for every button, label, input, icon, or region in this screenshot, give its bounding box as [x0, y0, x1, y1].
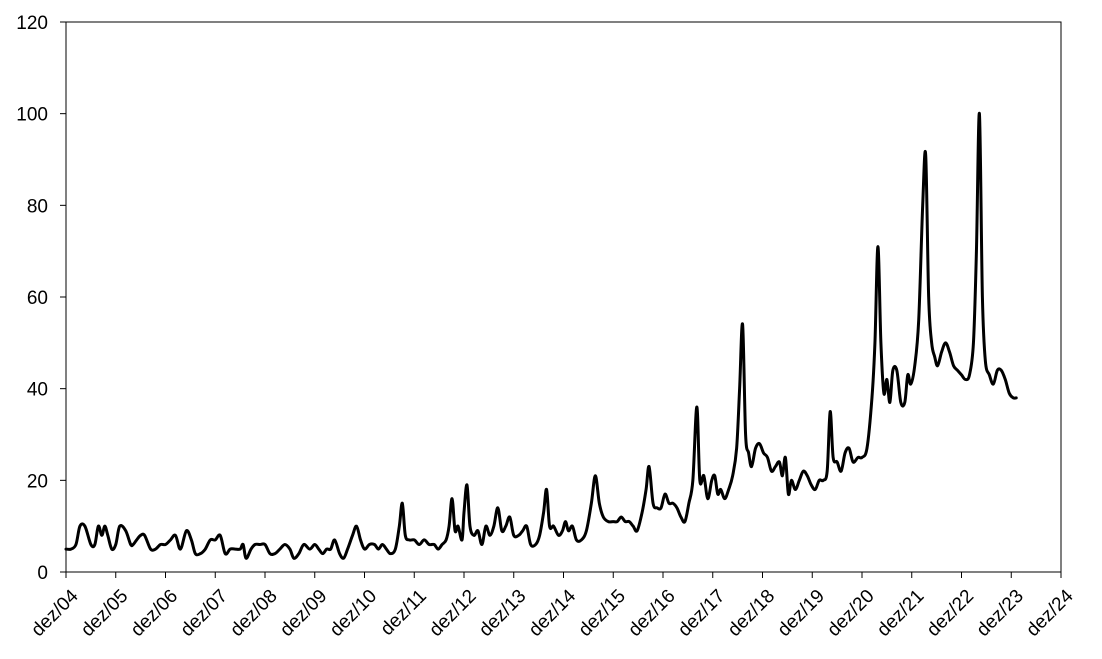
x-tick-label: dez/15 — [575, 586, 630, 641]
x-tick-label: dez/22 — [923, 586, 978, 641]
x-tick-label: dez/24 — [1022, 585, 1077, 640]
x-tick-label: dez/06 — [127, 586, 182, 641]
x-tick-label: dez/10 — [326, 586, 381, 641]
x-tick-label: dez/04 — [27, 585, 82, 640]
x-tick-label: dez/17 — [674, 586, 729, 641]
x-tick-label: dez/16 — [624, 586, 679, 641]
y-tick-label: 20 — [27, 471, 48, 492]
x-tick-label: dez/23 — [973, 586, 1028, 641]
x-tick-label: dez/08 — [226, 586, 281, 641]
x-tick-label: dez/07 — [177, 586, 232, 641]
x-tick-label: dez/20 — [823, 586, 878, 641]
y-axis: 0 20 40 60 80 100 120 — [16, 13, 66, 584]
plot-area — [65, 21, 1062, 573]
y-tick-label: 80 — [27, 196, 48, 217]
series-line — [64, 112, 1018, 560]
x-tick-label: dez/21 — [873, 586, 928, 641]
x-tick-label: dez/19 — [774, 586, 829, 641]
y-tick-label: 120 — [16, 13, 48, 34]
x-tick-label: dez/09 — [276, 586, 331, 641]
y-tick-label: 100 — [16, 105, 48, 126]
x-tick-label: dez/05 — [77, 586, 132, 641]
y-tick-label: 60 — [27, 288, 48, 309]
x-axis: dez/04dez/05dez/06dez/07dez/08dez/09dez/… — [27, 572, 1078, 641]
y-tick-label: 40 — [27, 380, 48, 401]
x-tick-label: dez/13 — [475, 586, 530, 641]
x-tick-label: dez/14 — [525, 585, 580, 640]
y-tick-label: 0 — [37, 563, 48, 584]
x-tick-label: dez/12 — [425, 586, 480, 641]
x-tick-label: dez/18 — [724, 586, 779, 641]
x-tick-label: dez/11 — [377, 586, 431, 640]
